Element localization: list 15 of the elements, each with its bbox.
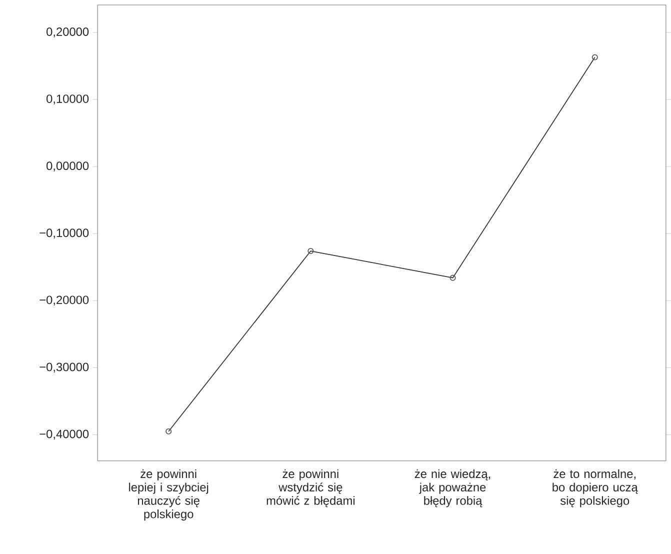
y-tick-label: −0,30000: [40, 362, 89, 372]
point: [308, 248, 314, 254]
x-tick-label: że powinni wstydzić się mówić z błędami: [266, 469, 354, 508]
y-tick-label: −0,20000: [40, 296, 89, 306]
y-tick-label: 0,10000: [46, 94, 89, 104]
point: [592, 54, 598, 60]
y-tick-label: −0,40000: [40, 430, 89, 440]
x-tick-label: że to normalne, bo dopiero uczą się polskiego: [552, 469, 638, 508]
point: [166, 428, 172, 434]
y-tick-label: 0,00000: [46, 161, 89, 172]
y-tick-label: 0,20000: [46, 27, 89, 38]
y-tick-label: −0,10000: [40, 228, 89, 238]
x-tick-label: że powinni lepiej i szybciej nauczyć się polskiego: [129, 469, 208, 520]
point: [450, 274, 456, 281]
x-tick-label: że nie wiedzą, jak poważne błędy robią: [414, 469, 490, 508]
